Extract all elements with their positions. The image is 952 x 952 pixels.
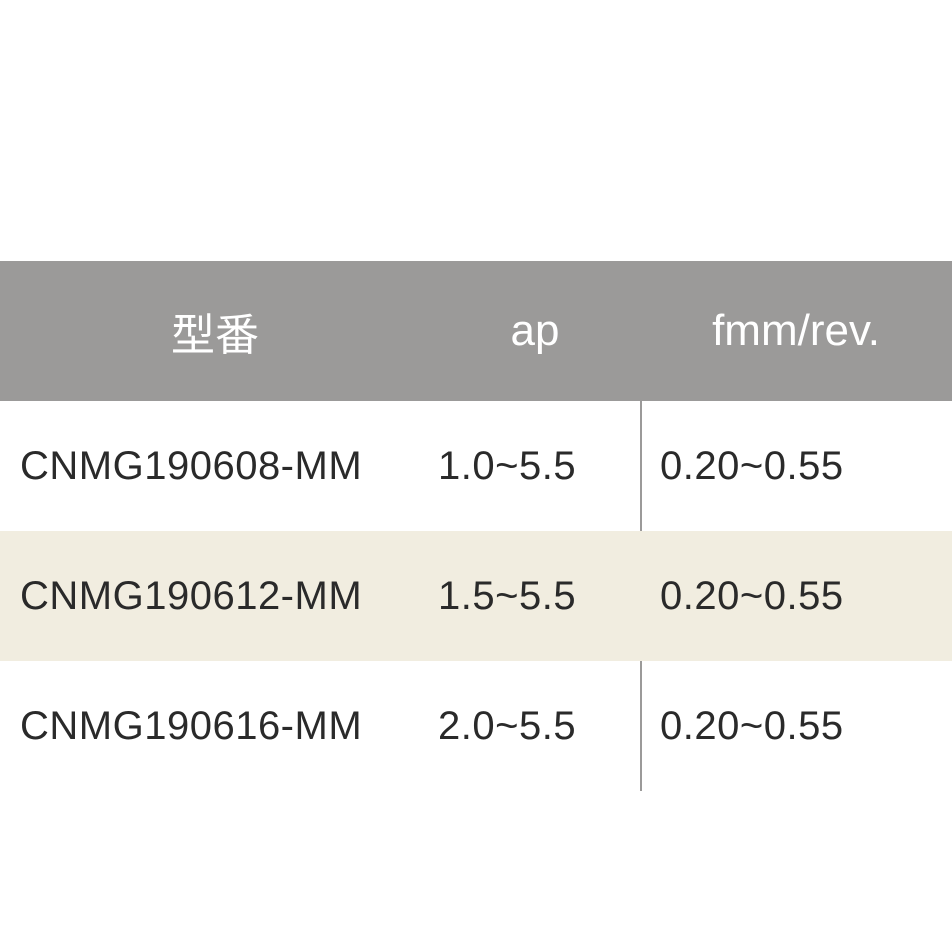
spec-table: 型番 ap fmm/rev. CNMG190608-MM 1.0~5.5 0.2…: [0, 261, 952, 791]
table-row: CNMG190608-MM 1.0~5.5 0.20~0.55: [0, 401, 952, 531]
cell-feed: 0.20~0.55: [640, 704, 952, 749]
cell-model: CNMG190608-MM: [0, 444, 430, 489]
cell-ap: 2.0~5.5: [430, 704, 640, 749]
table-header-row: 型番 ap fmm/rev.: [0, 261, 952, 401]
cell-model: CNMG190616-MM: [0, 704, 430, 749]
table-row: CNMG190616-MM 2.0~5.5 0.20~0.55: [0, 661, 952, 791]
column-header-feed: fmm/rev.: [640, 306, 952, 356]
cell-ap: 1.0~5.5: [430, 444, 640, 489]
column-header-ap: ap: [430, 306, 640, 356]
cell-feed: 0.20~0.55: [640, 574, 952, 619]
table-body: CNMG190608-MM 1.0~5.5 0.20~0.55 CNMG1906…: [0, 401, 952, 791]
cell-feed: 0.20~0.55: [640, 444, 952, 489]
cell-model: CNMG190612-MM: [0, 574, 430, 619]
table-row: CNMG190612-MM 1.5~5.5 0.20~0.55: [0, 531, 952, 661]
column-header-model: 型番: [0, 299, 430, 363]
cell-ap: 1.5~5.5: [430, 574, 640, 619]
